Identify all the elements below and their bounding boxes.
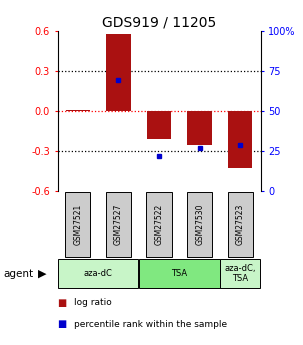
Bar: [228, 192, 253, 257]
Text: aza-dC,
TSA: aza-dC, TSA: [225, 264, 256, 283]
Bar: [187, 192, 212, 257]
Text: ▶: ▶: [38, 269, 46, 279]
Text: GSM27530: GSM27530: [195, 204, 204, 245]
Bar: [139, 259, 220, 288]
Text: ■: ■: [58, 298, 67, 308]
Text: GSM27522: GSM27522: [155, 204, 164, 245]
Bar: [106, 34, 131, 111]
Title: GDS919 / 11205: GDS919 / 11205: [102, 16, 216, 30]
Bar: [146, 192, 172, 257]
Text: agent: agent: [3, 269, 33, 279]
Text: GSM27523: GSM27523: [236, 204, 245, 245]
Text: aza-dC: aza-dC: [84, 269, 113, 278]
Bar: [228, 111, 252, 168]
Bar: [58, 259, 138, 288]
Bar: [106, 192, 131, 257]
Text: GSM27527: GSM27527: [114, 204, 123, 245]
Text: percentile rank within the sample: percentile rank within the sample: [74, 320, 227, 329]
Bar: [66, 110, 90, 111]
Bar: [188, 111, 212, 145]
Text: log ratio: log ratio: [74, 298, 112, 307]
Bar: [65, 192, 91, 257]
Bar: [220, 259, 260, 288]
Bar: [147, 111, 171, 139]
Text: ■: ■: [58, 319, 67, 329]
Text: GSM27521: GSM27521: [73, 204, 82, 245]
Text: TSA: TSA: [171, 269, 188, 278]
